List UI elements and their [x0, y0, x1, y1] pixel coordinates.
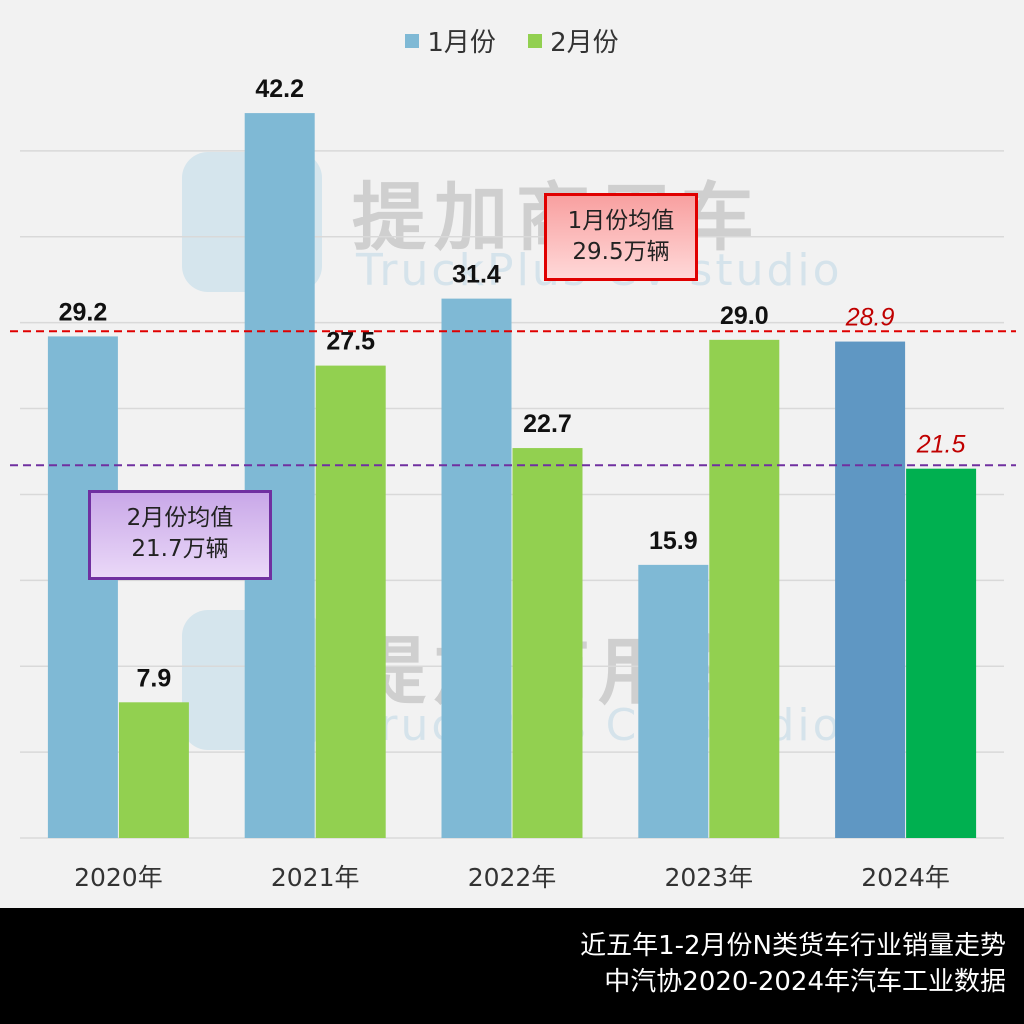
feb-average-callout: 2月份均值 21.7万辆 — [88, 490, 272, 580]
bar — [512, 448, 583, 838]
legend-swatch — [405, 33, 420, 48]
data-label: 27.5 — [326, 328, 375, 356]
data-label: 7.9 — [137, 664, 172, 692]
data-label: 31.4 — [452, 261, 501, 289]
bar — [638, 564, 709, 838]
bar — [835, 341, 906, 838]
legend-swatch — [528, 33, 543, 48]
data-label: 21.5 — [916, 431, 966, 459]
x-tick-label: 2021年 — [271, 863, 360, 892]
data-label: 42.2 — [255, 75, 304, 103]
caption-title: 近五年1-2月份N类货车行业销量走势 — [580, 931, 1006, 961]
bar — [906, 468, 977, 838]
bar-chart: 29.2 7.9 2020年 42.2 27.5 2021年 31.4 22.7 2022年 15… — [10, 75, 1016, 892]
data-label: 15.9 — [649, 527, 698, 555]
x-tick-label: 2022年 — [468, 863, 557, 892]
legend-item-jan: 1月份 — [405, 22, 496, 59]
legend: 1月份 2月份 — [0, 22, 1024, 59]
legend-item-feb: 2月份 — [528, 22, 619, 59]
footer-caption: 近五年1-2月份N类货车行业销量走势 中汽协2020-2024年汽车工业数据 — [0, 908, 1024, 1024]
data-label: 28.9 — [845, 304, 895, 332]
caption-source: 中汽协2020-2024年汽车工业数据 — [604, 967, 1006, 997]
bar — [709, 339, 780, 838]
bar — [441, 298, 512, 838]
callout-value: 29.5万辆 — [572, 239, 670, 265]
x-tick-label: 2024年 — [861, 863, 950, 892]
legend-label: 2月份 — [550, 28, 619, 58]
bar — [315, 365, 386, 838]
bar — [244, 113, 315, 838]
bar — [118, 702, 189, 838]
callout-title: 1月份均值 — [567, 208, 675, 234]
callout-value: 21.7万辆 — [131, 536, 229, 562]
bar — [47, 336, 118, 838]
data-label: 22.7 — [523, 410, 572, 438]
x-tick-label: 2023年 — [664, 863, 753, 892]
jan-average-callout: 1月份均值 29.5万辆 — [544, 193, 698, 281]
data-label: 29.2 — [59, 298, 108, 326]
legend-label: 1月份 — [427, 28, 496, 58]
data-label: 29.0 — [720, 302, 769, 330]
x-tick-label: 2020年 — [74, 863, 163, 892]
callout-title: 2月份均值 — [126, 505, 234, 531]
